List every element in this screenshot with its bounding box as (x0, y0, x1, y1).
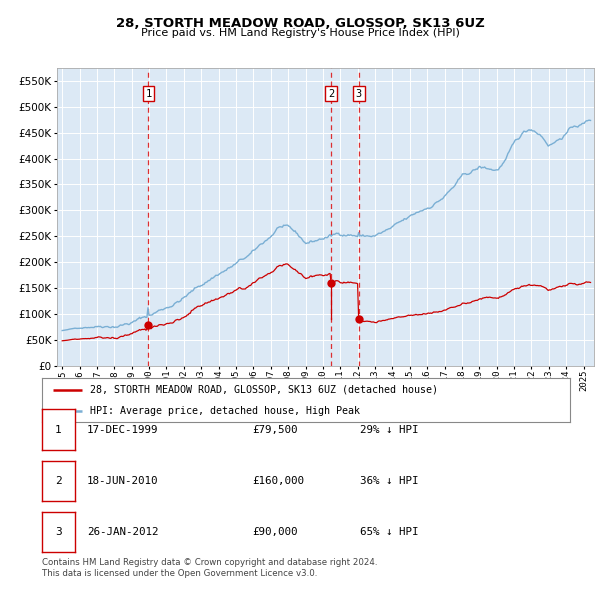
Text: £160,000: £160,000 (252, 476, 304, 486)
Text: HPI: Average price, detached house, High Peak: HPI: Average price, detached house, High… (89, 406, 359, 416)
Text: 1: 1 (145, 88, 152, 99)
Text: 28, STORTH MEADOW ROAD, GLOSSOP, SK13 6UZ: 28, STORTH MEADOW ROAD, GLOSSOP, SK13 6U… (116, 17, 484, 30)
Text: 2: 2 (328, 88, 334, 99)
Text: Contains HM Land Registry data © Crown copyright and database right 2024.: Contains HM Land Registry data © Crown c… (42, 558, 377, 566)
Text: Price paid vs. HM Land Registry's House Price Index (HPI): Price paid vs. HM Land Registry's House … (140, 28, 460, 38)
Text: This data is licensed under the Open Government Licence v3.0.: This data is licensed under the Open Gov… (42, 569, 317, 578)
Text: 3: 3 (356, 88, 362, 99)
Text: £79,500: £79,500 (252, 425, 298, 434)
Text: 36% ↓ HPI: 36% ↓ HPI (360, 476, 419, 486)
Text: 1: 1 (55, 425, 62, 434)
Text: 65% ↓ HPI: 65% ↓ HPI (360, 527, 419, 537)
Text: 26-JAN-2012: 26-JAN-2012 (87, 527, 158, 537)
Text: 17-DEC-1999: 17-DEC-1999 (87, 425, 158, 434)
Text: 3: 3 (55, 527, 62, 537)
Text: 18-JUN-2010: 18-JUN-2010 (87, 476, 158, 486)
Text: 29% ↓ HPI: 29% ↓ HPI (360, 425, 419, 434)
Text: £90,000: £90,000 (252, 527, 298, 537)
Text: 2: 2 (55, 476, 62, 486)
Text: 28, STORTH MEADOW ROAD, GLOSSOP, SK13 6UZ (detached house): 28, STORTH MEADOW ROAD, GLOSSOP, SK13 6U… (89, 385, 437, 395)
